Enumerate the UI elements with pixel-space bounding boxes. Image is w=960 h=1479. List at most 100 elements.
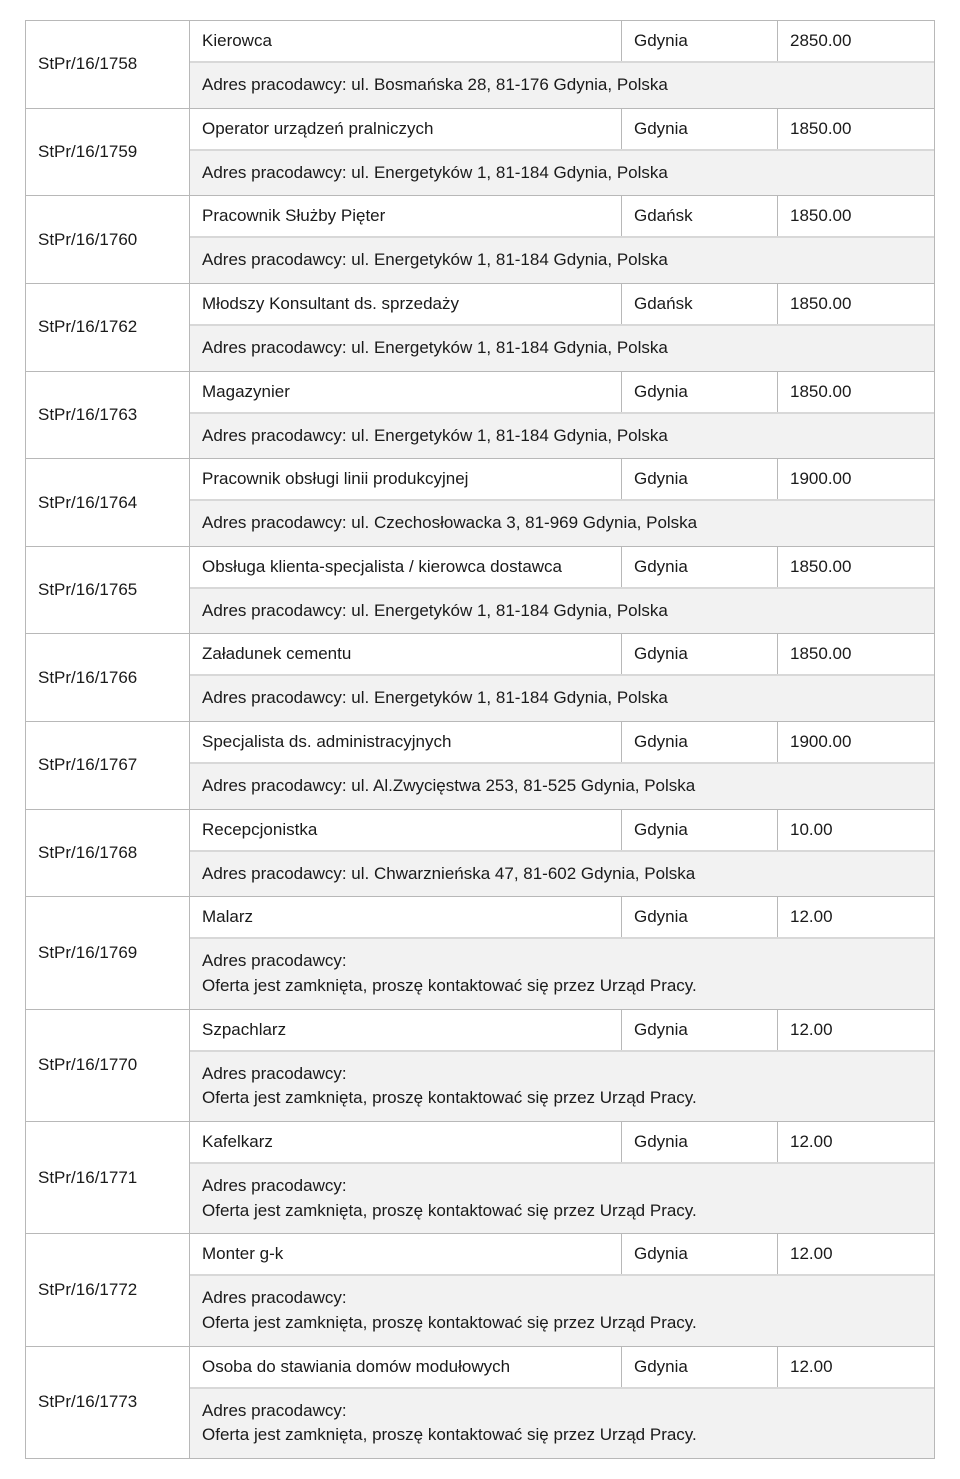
job-row: StPr/16/1759Operator urządzeń pralniczyc… bbox=[26, 109, 934, 197]
job-title-cell: Kierowca bbox=[190, 21, 622, 61]
job-summary-row: Specjalista ds. administracyjnychGdynia1… bbox=[190, 722, 934, 764]
job-id-cell: StPr/16/1770 bbox=[26, 1010, 190, 1121]
job-row: StPr/16/1763MagazynierGdynia1850.00Adres… bbox=[26, 372, 934, 460]
job-address-cell: Adres pracodawcy: ul. Energetyków 1, 81-… bbox=[190, 414, 934, 459]
job-summary-row: MalarzGdynia12.00 bbox=[190, 897, 934, 939]
job-address-cell: Adres pracodawcy: ul. Energetyków 1, 81-… bbox=[190, 589, 934, 634]
job-summary-row: Pracownik Służby PięterGdańsk1850.00 bbox=[190, 196, 934, 238]
job-summary-row: Pracownik obsługi linii produkcyjnejGdyn… bbox=[190, 459, 934, 501]
job-id-cell: StPr/16/1766 bbox=[26, 634, 190, 721]
job-id-cell: StPr/16/1769 bbox=[26, 897, 190, 1008]
job-id-cell: StPr/16/1759 bbox=[26, 109, 190, 196]
job-address-cell: Adres pracodawcy: Oferta jest zamknięta,… bbox=[190, 1052, 934, 1121]
job-summary-row: Operator urządzeń pralniczychGdynia1850.… bbox=[190, 109, 934, 151]
job-salary-cell: 1850.00 bbox=[778, 109, 934, 149]
job-id-cell: StPr/16/1771 bbox=[26, 1122, 190, 1233]
job-city-cell: Gdynia bbox=[622, 897, 778, 937]
job-id-cell: StPr/16/1758 bbox=[26, 21, 190, 108]
job-title-cell: Szpachlarz bbox=[190, 1010, 622, 1050]
job-summary-row: MagazynierGdynia1850.00 bbox=[190, 372, 934, 414]
job-salary-cell: 1850.00 bbox=[778, 284, 934, 324]
job-address-cell: Adres pracodawcy: ul. Chwarznieńska 47, … bbox=[190, 852, 934, 897]
job-row: StPr/16/1765Obsługa klienta-specjalista … bbox=[26, 547, 934, 635]
job-city-cell: Gdynia bbox=[622, 547, 778, 587]
job-row: StPr/16/1766Załadunek cementuGdynia1850.… bbox=[26, 634, 934, 722]
job-row: StPr/16/1770SzpachlarzGdynia12.00Adres p… bbox=[26, 1010, 934, 1122]
job-salary-cell: 12.00 bbox=[778, 897, 934, 937]
job-id-cell: StPr/16/1760 bbox=[26, 196, 190, 283]
job-summary-row: Załadunek cementuGdynia1850.00 bbox=[190, 634, 934, 676]
job-row: StPr/16/1767Specjalista ds. administracy… bbox=[26, 722, 934, 810]
job-details: MagazynierGdynia1850.00Adres pracodawcy:… bbox=[190, 372, 934, 459]
job-address-cell: Adres pracodawcy: ul. Energetyków 1, 81-… bbox=[190, 238, 934, 283]
job-address-cell: Adres pracodawcy: Oferta jest zamknięta,… bbox=[190, 1164, 934, 1233]
job-details: RecepcjonistkaGdynia10.00Adres pracodawc… bbox=[190, 810, 934, 897]
job-details: Młodszy Konsultant ds. sprzedażyGdańsk18… bbox=[190, 284, 934, 371]
job-id-cell: StPr/16/1768 bbox=[26, 810, 190, 897]
job-details: Pracownik Służby PięterGdańsk1850.00Adre… bbox=[190, 196, 934, 283]
job-city-cell: Gdynia bbox=[622, 1347, 778, 1387]
job-details: Obsługa klienta-specjalista / kierowca d… bbox=[190, 547, 934, 634]
job-city-cell: Gdynia bbox=[622, 634, 778, 674]
job-details: Pracownik obsługi linii produkcyjnejGdyn… bbox=[190, 459, 934, 546]
job-details: Operator urządzeń pralniczychGdynia1850.… bbox=[190, 109, 934, 196]
job-id-cell: StPr/16/1767 bbox=[26, 722, 190, 809]
job-salary-cell: 1850.00 bbox=[778, 547, 934, 587]
job-salary-cell: 1900.00 bbox=[778, 459, 934, 499]
job-salary-cell: 1850.00 bbox=[778, 634, 934, 674]
job-city-cell: Gdynia bbox=[622, 21, 778, 61]
job-title-cell: Młodszy Konsultant ds. sprzedaży bbox=[190, 284, 622, 324]
job-address-cell: Adres pracodawcy: ul. Al.Zwycięstwa 253,… bbox=[190, 764, 934, 809]
job-title-cell: Pracownik obsługi linii produkcyjnej bbox=[190, 459, 622, 499]
job-title-cell: Osoba do stawiania domów modułowych bbox=[190, 1347, 622, 1387]
job-row: StPr/16/1764Pracownik obsługi linii prod… bbox=[26, 459, 934, 547]
job-salary-cell: 1850.00 bbox=[778, 372, 934, 412]
job-city-cell: Gdynia bbox=[622, 372, 778, 412]
job-city-cell: Gdynia bbox=[622, 109, 778, 149]
job-details: KierowcaGdynia2850.00Adres pracodawcy: u… bbox=[190, 21, 934, 108]
job-address-cell: Adres pracodawcy: ul. Energetyków 1, 81-… bbox=[190, 326, 934, 371]
job-salary-cell: 2850.00 bbox=[778, 21, 934, 61]
job-title-cell: Obsługa klienta-specjalista / kierowca d… bbox=[190, 547, 622, 587]
job-title-cell: Kafelkarz bbox=[190, 1122, 622, 1162]
job-city-cell: Gdynia bbox=[622, 1234, 778, 1274]
job-summary-row: Monter g-kGdynia12.00 bbox=[190, 1234, 934, 1276]
job-details: Załadunek cementuGdynia1850.00Adres prac… bbox=[190, 634, 934, 721]
job-id-cell: StPr/16/1772 bbox=[26, 1234, 190, 1345]
job-title-cell: Załadunek cementu bbox=[190, 634, 622, 674]
job-title-cell: Magazynier bbox=[190, 372, 622, 412]
job-row: StPr/16/1768RecepcjonistkaGdynia10.00Adr… bbox=[26, 810, 934, 898]
job-summary-row: Młodszy Konsultant ds. sprzedażyGdańsk18… bbox=[190, 284, 934, 326]
job-title-cell: Operator urządzeń pralniczych bbox=[190, 109, 622, 149]
job-details: Specjalista ds. administracyjnychGdynia1… bbox=[190, 722, 934, 809]
job-row: StPr/16/1769MalarzGdynia12.00Adres praco… bbox=[26, 897, 934, 1009]
job-address-cell: Adres pracodawcy: ul. Czechosłowacka 3, … bbox=[190, 501, 934, 546]
job-row: StPr/16/1760Pracownik Służby PięterGdańs… bbox=[26, 196, 934, 284]
job-city-cell: Gdańsk bbox=[622, 196, 778, 236]
job-details: KafelkarzGdynia12.00Adres pracodawcy: Of… bbox=[190, 1122, 934, 1233]
job-address-cell: Adres pracodawcy: ul. Energetyków 1, 81-… bbox=[190, 151, 934, 196]
job-title-cell: Monter g-k bbox=[190, 1234, 622, 1274]
job-row: StPr/16/1772Monter g-kGdynia12.00Adres p… bbox=[26, 1234, 934, 1346]
job-city-cell: Gdańsk bbox=[622, 284, 778, 324]
job-id-cell: StPr/16/1762 bbox=[26, 284, 190, 371]
job-title-cell: Malarz bbox=[190, 897, 622, 937]
job-title-cell: Pracownik Służby Pięter bbox=[190, 196, 622, 236]
job-salary-cell: 12.00 bbox=[778, 1010, 934, 1050]
job-summary-row: RecepcjonistkaGdynia10.00 bbox=[190, 810, 934, 852]
job-row: StPr/16/1758KierowcaGdynia2850.00Adres p… bbox=[26, 21, 934, 109]
job-title-cell: Recepcjonistka bbox=[190, 810, 622, 850]
job-city-cell: Gdynia bbox=[622, 722, 778, 762]
job-id-cell: StPr/16/1764 bbox=[26, 459, 190, 546]
job-salary-cell: 12.00 bbox=[778, 1347, 934, 1387]
job-id-cell: StPr/16/1765 bbox=[26, 547, 190, 634]
job-city-cell: Gdynia bbox=[622, 459, 778, 499]
job-title-cell: Specjalista ds. administracyjnych bbox=[190, 722, 622, 762]
job-salary-cell: 1850.00 bbox=[778, 196, 934, 236]
job-address-cell: Adres pracodawcy: Oferta jest zamknięta,… bbox=[190, 939, 934, 1008]
job-salary-cell: 12.00 bbox=[778, 1122, 934, 1162]
job-row: StPr/16/1762Młodszy Konsultant ds. sprze… bbox=[26, 284, 934, 372]
job-row: StPr/16/1771KafelkarzGdynia12.00Adres pr… bbox=[26, 1122, 934, 1234]
job-row: StPr/16/1773Osoba do stawiania domów mod… bbox=[26, 1347, 934, 1458]
job-summary-row: SzpachlarzGdynia12.00 bbox=[190, 1010, 934, 1052]
